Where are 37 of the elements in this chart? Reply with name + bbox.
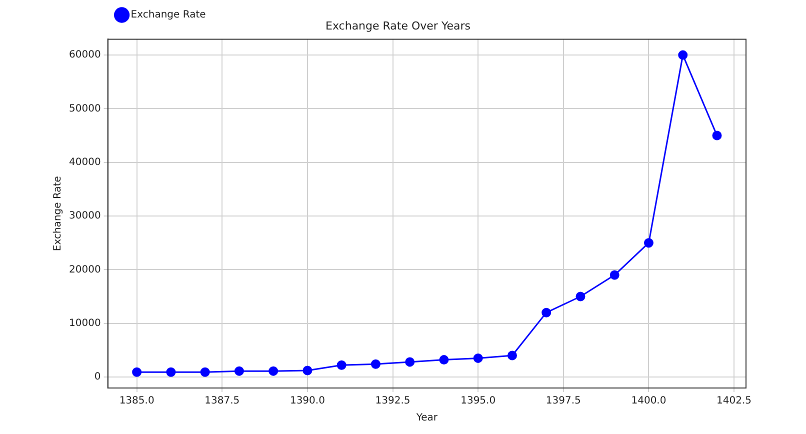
point xyxy=(644,238,654,248)
point xyxy=(370,359,380,369)
y-tick-label: 40000 xyxy=(69,156,101,168)
x-tick-label: 1395.0 xyxy=(460,396,496,407)
x-tick-label: 1392.5 xyxy=(375,396,410,407)
point xyxy=(712,130,722,140)
point xyxy=(678,50,688,60)
y-tick-label: 30000 xyxy=(69,210,101,222)
x-tick-label: 1402.5 xyxy=(716,396,752,407)
point xyxy=(610,270,620,280)
point xyxy=(302,366,312,376)
point xyxy=(132,367,142,377)
point xyxy=(507,350,517,360)
y-axis-title: Exchange Rate xyxy=(52,176,64,252)
x-tick-label: 1387.5 xyxy=(204,396,240,407)
point xyxy=(200,367,210,377)
point xyxy=(234,366,244,376)
point xyxy=(473,353,483,363)
point xyxy=(542,308,552,318)
x-tick-label: 1397.5 xyxy=(546,396,581,407)
y-tick-label: 0 xyxy=(94,372,101,383)
y-tick-label: 60000 xyxy=(69,50,101,61)
x-tick-label: 1400.0 xyxy=(631,396,666,407)
x-axis-title: Year xyxy=(415,412,438,424)
point xyxy=(336,360,346,370)
chart-title: Exchange Rate Over Years xyxy=(326,19,471,32)
x-tick-label: 1385.0 xyxy=(119,396,154,407)
y-tick-label: 10000 xyxy=(69,318,101,329)
point xyxy=(576,292,586,302)
y-tick-label: 50000 xyxy=(69,103,101,114)
point xyxy=(439,355,449,365)
x-tick-label: 1390.0 xyxy=(290,396,325,407)
point xyxy=(405,357,415,367)
y-tick-label: 20000 xyxy=(69,264,101,276)
point xyxy=(166,367,176,377)
legend-label: Exchange Rate xyxy=(130,10,206,21)
point xyxy=(268,366,278,376)
